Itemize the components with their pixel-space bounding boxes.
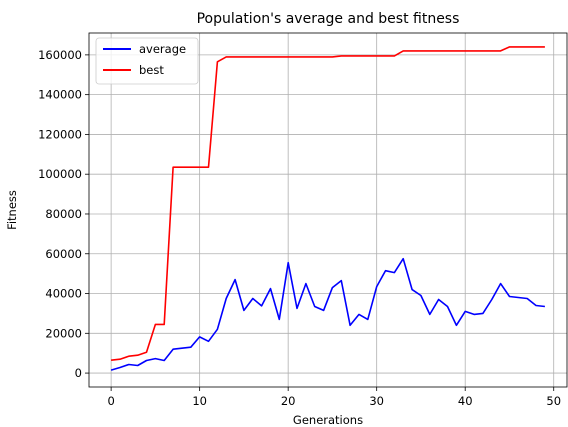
axis-ticks: 0 10 20 30 40 50 0 20000 40000 60000 80000 100000 12… [38, 48, 561, 408]
legend-average-label: average [139, 42, 186, 56]
chart-title: Population's average and best fitness [197, 11, 460, 27]
y-tick-label: 160000 [38, 48, 82, 62]
legend: average best [95, 37, 199, 85]
x-tick-label: 0 [107, 394, 114, 408]
series-line-best [111, 46, 545, 361]
legend-best-label: best [139, 63, 164, 77]
y-tick-label: 140000 [38, 88, 82, 102]
x-axis-label: Generations [293, 413, 363, 427]
x-tick-label: 30 [369, 394, 384, 408]
y-tick-label: 20000 [45, 326, 82, 340]
x-tick-label: 50 [546, 394, 561, 408]
x-tick-label: 40 [458, 394, 473, 408]
y-tick-label: 100000 [38, 167, 82, 181]
series-lines [110, 46, 545, 371]
plot-frame [88, 32, 568, 388]
x-tick-label: 10 [192, 394, 207, 408]
y-axis-label: Fitness [5, 190, 19, 230]
y-tick-label: 60000 [45, 247, 82, 261]
series-line-average [110, 257, 545, 371]
y-tick-label: 40000 [45, 287, 82, 301]
x-tick-label: 20 [281, 394, 296, 408]
grid [89, 33, 567, 387]
y-tick-label: 80000 [45, 207, 82, 221]
y-tick-label: 0 [75, 366, 82, 380]
y-tick-label: 120000 [38, 127, 82, 141]
